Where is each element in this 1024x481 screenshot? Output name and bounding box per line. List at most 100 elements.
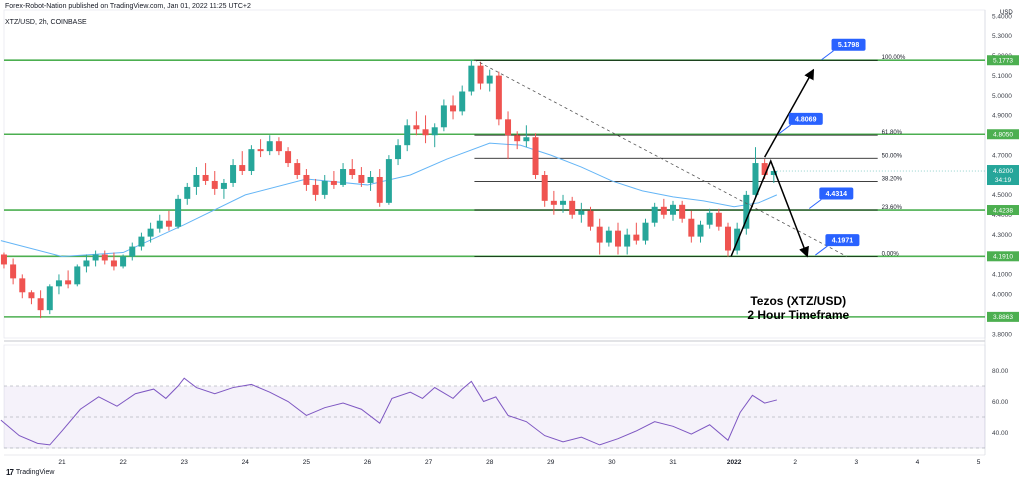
candle-down: [65, 280, 72, 285]
time-tick-label: 4: [916, 459, 920, 466]
candle-down: [110, 260, 117, 267]
time-tick-label: 2022: [727, 459, 742, 466]
candle-down: [211, 180, 218, 189]
price-level-tag: [987, 55, 1019, 66]
callout-box: [831, 38, 866, 51]
candle-up: [175, 198, 182, 227]
callout-pointer: [809, 199, 822, 209]
tradingview-brand[interactable]: 17 TradingView: [6, 468, 54, 477]
candle-up: [340, 169, 347, 185]
time-tick-label: 30: [608, 459, 616, 466]
price-tick-label: 5.1000: [992, 73, 1012, 80]
tradingview-logo: 17: [6, 468, 14, 477]
projection-up-arrow: [763, 68, 815, 158]
candle-down: [587, 210, 594, 227]
current-price-label: 4.6200: [993, 168, 1013, 175]
candle-down: [303, 174, 310, 185]
price-level-tag-label: 4.4238: [993, 207, 1013, 214]
callout-box: [825, 234, 860, 247]
time-tick-label: 3: [854, 459, 858, 466]
candle-down: [28, 292, 35, 299]
price-tick-label: 3.8000: [992, 331, 1012, 338]
candle-up: [578, 210, 585, 215]
time-tick-label: 27: [425, 459, 433, 466]
dashed-trendline: [474, 59, 848, 257]
candle-up: [651, 206, 658, 223]
candle-up: [138, 236, 145, 247]
tradingview-brand-label: TradingView: [15, 469, 55, 476]
candle-up: [46, 286, 53, 311]
candle-down: [376, 176, 383, 203]
current-price-tag: [987, 165, 1019, 186]
callout-pointer: [778, 124, 792, 135]
candle-down: [550, 200, 557, 205]
candle-down: [422, 129, 429, 136]
callout-box: [788, 112, 823, 125]
candle-down: [569, 200, 576, 215]
time-tick-label: 5: [977, 459, 981, 466]
candle-up: [156, 220, 163, 229]
candle-up: [395, 145, 402, 160]
candle-up: [321, 180, 328, 195]
price-tick-label: 5.4000: [992, 13, 1012, 20]
candle-up: [385, 159, 392, 203]
candle-up: [367, 176, 374, 183]
candle-up: [431, 127, 438, 136]
candle-up: [468, 65, 475, 92]
fib-level-label: 50.00%: [882, 153, 903, 159]
price-level-tag: [987, 311, 1019, 322]
candle-up: [697, 224, 704, 237]
candle-up: [266, 141, 273, 152]
price-tick-label: 4.9000: [992, 113, 1012, 120]
candle-up: [440, 105, 447, 128]
price-tick-label: 4.4000: [992, 212, 1012, 219]
candle-down: [495, 75, 502, 120]
candle-down: [19, 278, 26, 293]
time-tick-label: 21: [58, 459, 66, 466]
fib-level-label: 38.20%: [882, 176, 903, 182]
price-level-tag: [987, 205, 1019, 216]
candle-down: [202, 174, 209, 181]
candle-up: [670, 204, 676, 215]
candle-down: [477, 65, 484, 84]
time-tick-label: 2: [793, 459, 797, 466]
price-level-tag-label: 4.1910: [993, 254, 1013, 261]
candle-up: [770, 171, 777, 175]
fib-level-label: 100.00%: [882, 55, 906, 61]
candle-up: [459, 91, 466, 112]
candle-up: [624, 234, 631, 247]
candle-up: [129, 246, 136, 257]
price-level-tag-label: 3.8863: [993, 314, 1013, 321]
price-tick-label: 4.7000: [992, 152, 1012, 159]
candle-down: [358, 174, 365, 183]
countdown-label: 34:19: [995, 177, 1012, 184]
chart-title: Tezos (XTZ/USD): [750, 294, 846, 308]
symbol-label: XTZ/USD, 2h, COINBASE: [5, 19, 87, 26]
candle-down: [596, 226, 603, 243]
candle-down: [101, 254, 108, 261]
candle-down: [413, 125, 420, 130]
fib-level-label: 61.80%: [882, 130, 903, 136]
candle-down: [724, 226, 731, 251]
candle-down: [679, 204, 686, 219]
price-level-tag: [987, 251, 1019, 262]
price-level-tag-label: 4.8050: [993, 132, 1013, 139]
candle-down: [715, 212, 722, 227]
time-tick-label: 31: [669, 459, 677, 466]
candle-up: [74, 266, 81, 285]
candle-down: [450, 105, 457, 112]
fib-level-label: 0.00%: [882, 251, 900, 257]
candle-up: [248, 149, 255, 172]
candle-up: [743, 194, 750, 229]
callout-label: 5.1798: [838, 42, 860, 49]
price-tick-label: 4.5000: [992, 192, 1012, 199]
candle-up: [184, 186, 191, 199]
candle-down: [257, 149, 264, 152]
time-tick-label: 29: [547, 459, 555, 466]
rsi-tick-label: 40.00: [992, 430, 1009, 437]
price-tick-label: 5.0000: [992, 93, 1012, 100]
candle-down: [330, 180, 337, 185]
candle-up: [404, 125, 411, 146]
candle-down: [532, 137, 539, 175]
